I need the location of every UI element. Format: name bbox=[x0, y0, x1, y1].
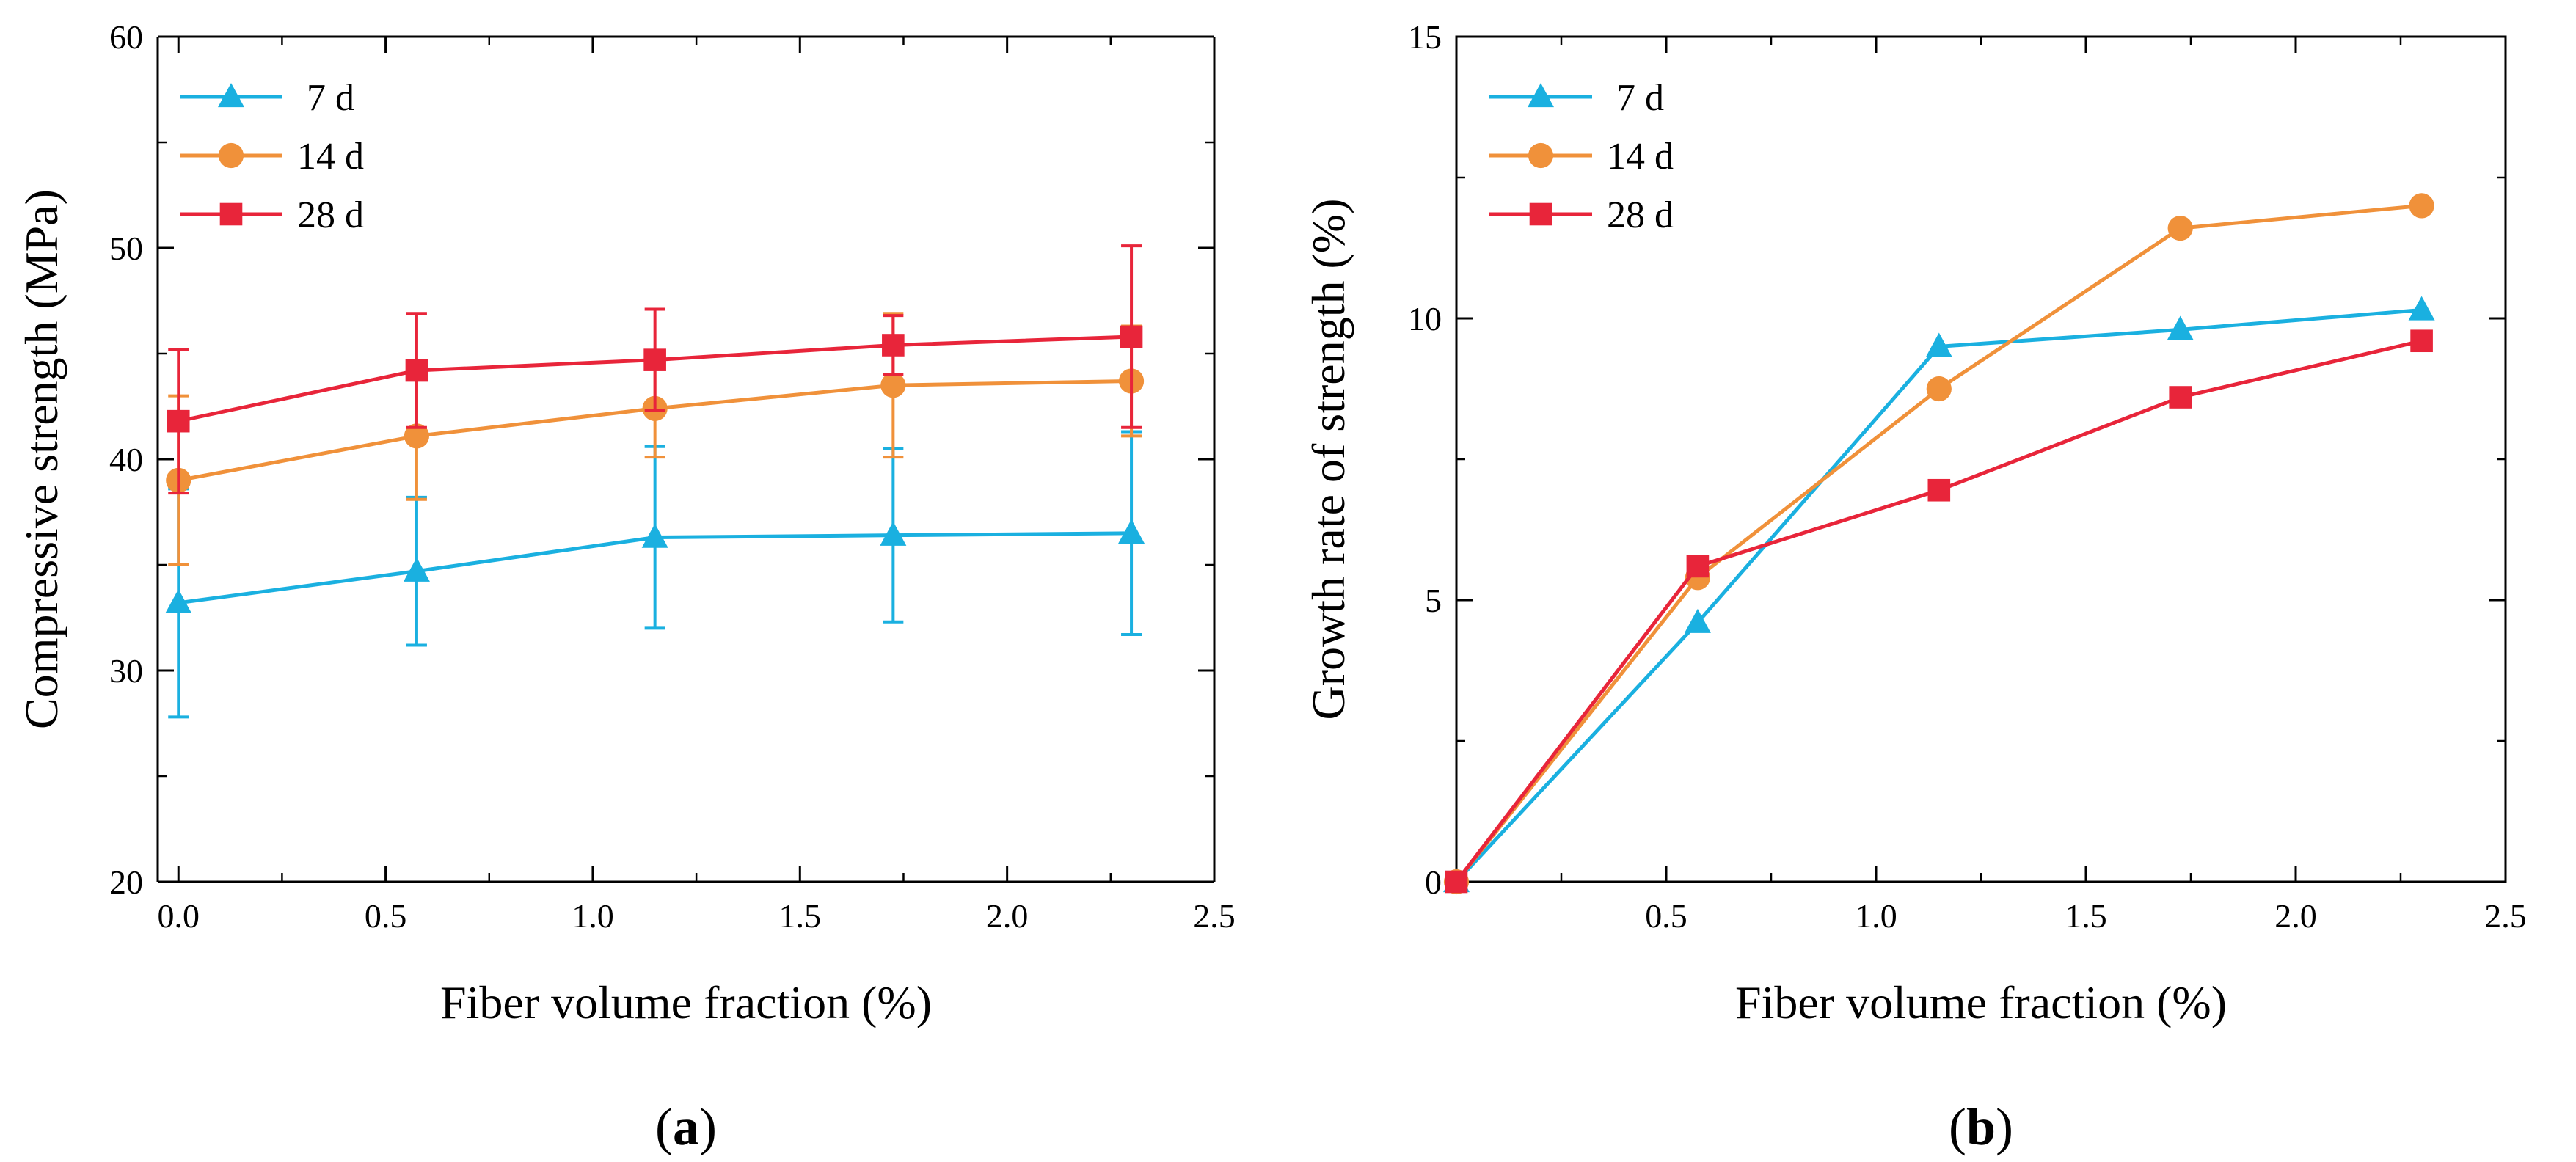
series-28-d bbox=[167, 244, 1143, 495]
x-axis-title: Fiber volume fraction (%) bbox=[440, 976, 932, 1028]
data-point bbox=[2409, 193, 2434, 219]
chart-b: 0.5 1.0 1.5 2.0 2.5 0 5 10 15 Fiber volume fracti… bbox=[1302, 18, 2527, 1156]
y-tick-label: 40 bbox=[109, 441, 143, 478]
y-tick-label: 15 bbox=[1408, 18, 1442, 56]
data-point bbox=[1925, 332, 1952, 357]
y-tick-label: 50 bbox=[109, 230, 143, 267]
y-tick-label: 30 bbox=[109, 652, 143, 690]
data-point bbox=[1684, 608, 1711, 633]
legend-label: 7 d bbox=[1607, 77, 1664, 119]
y-tick-label: 10 bbox=[1408, 300, 1442, 337]
panel-caption: (b) bbox=[1949, 1097, 2013, 1156]
legend-label: 7 d bbox=[297, 77, 354, 119]
y-tick-label: 0 bbox=[1425, 863, 1442, 901]
legend-marker bbox=[1528, 142, 1554, 169]
legend-marker bbox=[219, 202, 243, 226]
series-14-d bbox=[1443, 193, 2434, 895]
series-7-d bbox=[165, 430, 1145, 719]
data-point bbox=[1118, 519, 1145, 544]
y-tick-label: 5 bbox=[1425, 582, 1442, 619]
data-point bbox=[2167, 315, 2194, 340]
data-point bbox=[1926, 376, 1952, 402]
data-point bbox=[1927, 478, 1951, 502]
x-tick-label: 2.0 bbox=[2274, 897, 2317, 935]
y-axis-title: Compressive strength (MPa) bbox=[15, 189, 67, 729]
series-28-d bbox=[1445, 329, 2433, 894]
data-point bbox=[1445, 870, 1468, 894]
legend-marker bbox=[1528, 83, 1554, 108]
x-axis-title: Fiber volume fraction (%) bbox=[1735, 976, 2227, 1028]
x-tick-label: 1.5 bbox=[2065, 897, 2107, 935]
data-point bbox=[165, 588, 192, 614]
data-point bbox=[2169, 386, 2192, 409]
x-tick-label: 1.0 bbox=[572, 897, 614, 935]
data-point bbox=[404, 423, 430, 449]
y-axis-title: Growth rate of strength (%) bbox=[1302, 199, 1354, 720]
series-line bbox=[1455, 339, 2423, 883]
legend-marker bbox=[1529, 202, 1552, 226]
data-point bbox=[880, 521, 907, 546]
data-point bbox=[2408, 296, 2435, 321]
data-point bbox=[2167, 216, 2193, 241]
y-tick-label: 60 bbox=[109, 18, 143, 56]
data-point bbox=[643, 348, 666, 371]
legend-label: 28 d bbox=[1607, 194, 1674, 236]
data-point bbox=[405, 359, 428, 382]
x-tick-label: 0.5 bbox=[1645, 897, 1687, 935]
data-point bbox=[2410, 329, 2433, 353]
y-tick-label: 20 bbox=[109, 863, 143, 901]
data-point bbox=[1686, 555, 1710, 578]
legend-label: 14 d bbox=[1607, 136, 1674, 178]
data-point bbox=[880, 373, 906, 398]
x-tick-label: 0.5 bbox=[365, 897, 407, 935]
x-tick-label: 1.0 bbox=[1855, 897, 1897, 935]
data-point bbox=[167, 409, 190, 433]
data-point bbox=[403, 557, 430, 582]
x-tick-label: 1.5 bbox=[779, 897, 822, 935]
data-point bbox=[882, 334, 905, 357]
data-point bbox=[641, 523, 668, 548]
series-line bbox=[1455, 203, 2422, 883]
chart-a: 0.0 0.5 1.0 1.5 2.0 2.5 20 30 40 50 60 Fiber volume… bbox=[15, 18, 1236, 1156]
x-tick-label: 0.0 bbox=[157, 897, 200, 935]
x-tick-label: 2.5 bbox=[1193, 897, 1236, 935]
panel-caption: (a) bbox=[655, 1097, 717, 1156]
legend-label: 14 d bbox=[297, 136, 364, 178]
x-tick-label: 2.5 bbox=[2484, 897, 2527, 935]
legend-label: 28 d bbox=[297, 194, 364, 236]
legend-marker bbox=[218, 142, 244, 169]
legend-marker bbox=[218, 83, 244, 108]
data-point bbox=[1120, 325, 1143, 348]
x-tick-label: 2.0 bbox=[986, 897, 1029, 935]
